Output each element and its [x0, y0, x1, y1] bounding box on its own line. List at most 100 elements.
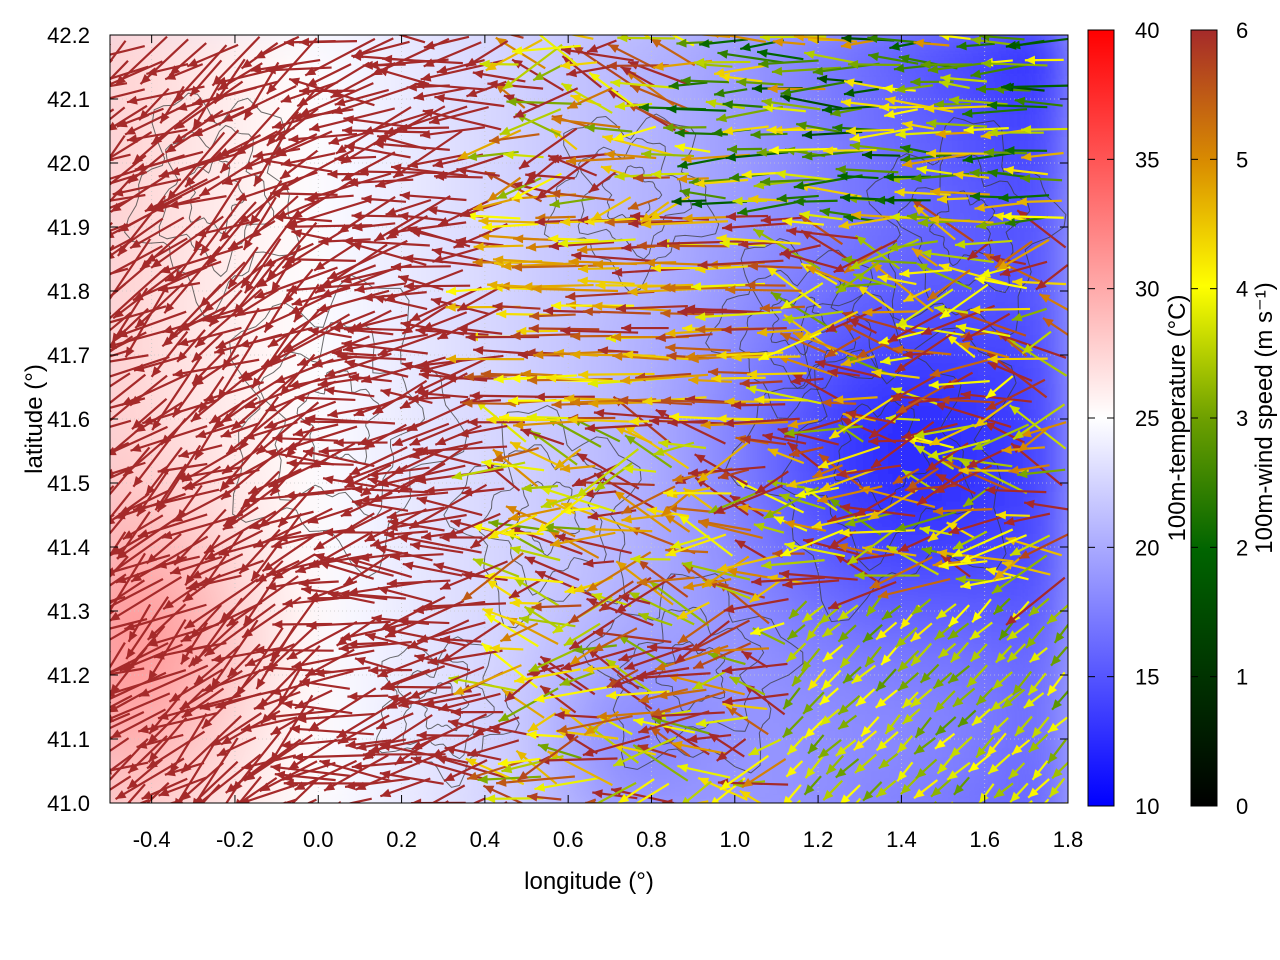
wind-arrow [947, 664, 970, 684]
wind-arrow [606, 690, 670, 700]
wind-arrow [837, 714, 858, 731]
wind-arrow [687, 465, 766, 478]
wind-arrow [877, 578, 951, 599]
wind-arrow [177, 326, 242, 347]
wind-arrow [344, 463, 392, 489]
wind-arrow [234, 288, 279, 318]
wind-arrow [1051, 761, 1068, 780]
wind-arrow [869, 556, 933, 590]
wind-arrow [110, 45, 145, 56]
wind-arrow [242, 575, 278, 627]
wind-arrow [399, 191, 467, 202]
wind-arrow [137, 513, 208, 538]
wind-arrow [456, 286, 501, 312]
wind-arrow [110, 625, 134, 641]
wind-arrow [337, 196, 396, 234]
wind-arrow [344, 777, 410, 791]
wind-arrow [1024, 55, 1064, 65]
wind-arrow [110, 576, 182, 622]
wind-arrow [723, 417, 800, 428]
wind-arrow [453, 223, 508, 249]
wind-arrow [110, 349, 129, 358]
wind-arrow [373, 195, 451, 242]
wind-arrow [284, 486, 358, 500]
wind-arrow [549, 531, 616, 548]
wind-arrow [713, 35, 766, 44]
wind-arrow [110, 711, 145, 730]
wind-arrow [741, 758, 787, 789]
wind-arrow [445, 354, 525, 364]
wind-arrow [801, 604, 824, 623]
wind-arrow [734, 539, 768, 560]
wind-arrow [785, 642, 807, 663]
wind-arrow [309, 442, 356, 469]
wind-arrow [513, 576, 560, 607]
wind-arrow [621, 323, 669, 333]
wind-arrow [298, 578, 339, 588]
wind-arrow [901, 708, 921, 725]
wind-arrow [820, 669, 842, 691]
wind-arrow [533, 685, 613, 703]
temperature_colorbar-tick-label: 40 [1135, 18, 1159, 43]
wind-arrow [559, 463, 596, 473]
wind-arrow [351, 313, 408, 331]
wind-arrow [719, 754, 769, 791]
wind-arrow [1017, 425, 1051, 453]
wind-arrow [732, 196, 768, 206]
wind-arrow [778, 569, 858, 581]
wind-arrow [191, 332, 224, 363]
wind-arrow [110, 238, 132, 252]
wind-arrow [929, 357, 993, 378]
wind-arrow [816, 485, 883, 504]
wind-arrow [610, 78, 676, 89]
wind-arrow [267, 462, 318, 489]
wind-arrow [700, 420, 788, 430]
wind-arrow [778, 493, 826, 510]
wind-arrow [386, 578, 451, 588]
wind-arrow [176, 329, 206, 363]
wind-arrow [949, 641, 970, 664]
wind-arrow [517, 735, 579, 782]
wind-arrow [766, 265, 822, 309]
wind-arrow [954, 239, 1013, 249]
wind-arrow [629, 84, 690, 111]
wind-arrow [438, 692, 501, 712]
wind-arrow [805, 620, 823, 642]
wind-arrow [110, 88, 145, 100]
wind-arrow [465, 757, 525, 786]
y-tick-label: 41.3 [47, 599, 90, 624]
wind-arrow [504, 528, 544, 538]
wind-arrow [110, 173, 170, 213]
wind-arrow [892, 345, 952, 356]
wind-arrow [861, 150, 901, 160]
wind-arrow [699, 38, 749, 48]
wind-arrow [1051, 690, 1068, 711]
x-tick-label: 1.0 [719, 827, 750, 852]
wind-arrow [833, 239, 898, 274]
wind-arrow [110, 355, 170, 378]
wind-arrow [914, 716, 932, 739]
x-tick-label: 0.2 [386, 827, 417, 852]
wind-arrow [168, 195, 227, 209]
wind-arrow [110, 692, 171, 722]
wind-arrow [658, 439, 707, 450]
wind-arrow [761, 559, 825, 570]
wind-arrow [985, 567, 1029, 581]
wind-arrow [127, 603, 152, 643]
wind-arrow [466, 739, 520, 757]
wind-arrow [110, 491, 132, 520]
wind-arrow [722, 125, 769, 136]
wind-arrow [331, 86, 408, 115]
wind-arrow [436, 305, 505, 340]
wind-arrow [802, 485, 838, 512]
wind-arrow [466, 759, 525, 781]
wind-arrow [461, 552, 524, 602]
wind-arrow [375, 712, 414, 730]
wind-arrow [133, 355, 182, 373]
wind-arrow [443, 759, 488, 782]
wind-arrow [342, 126, 430, 135]
wind-colorbar-label: 100m-wind speed (m s⁻¹) [1251, 282, 1278, 553]
wind-arrow [983, 421, 1026, 444]
wind-arrow [630, 554, 671, 564]
wind-arrow [110, 198, 130, 209]
